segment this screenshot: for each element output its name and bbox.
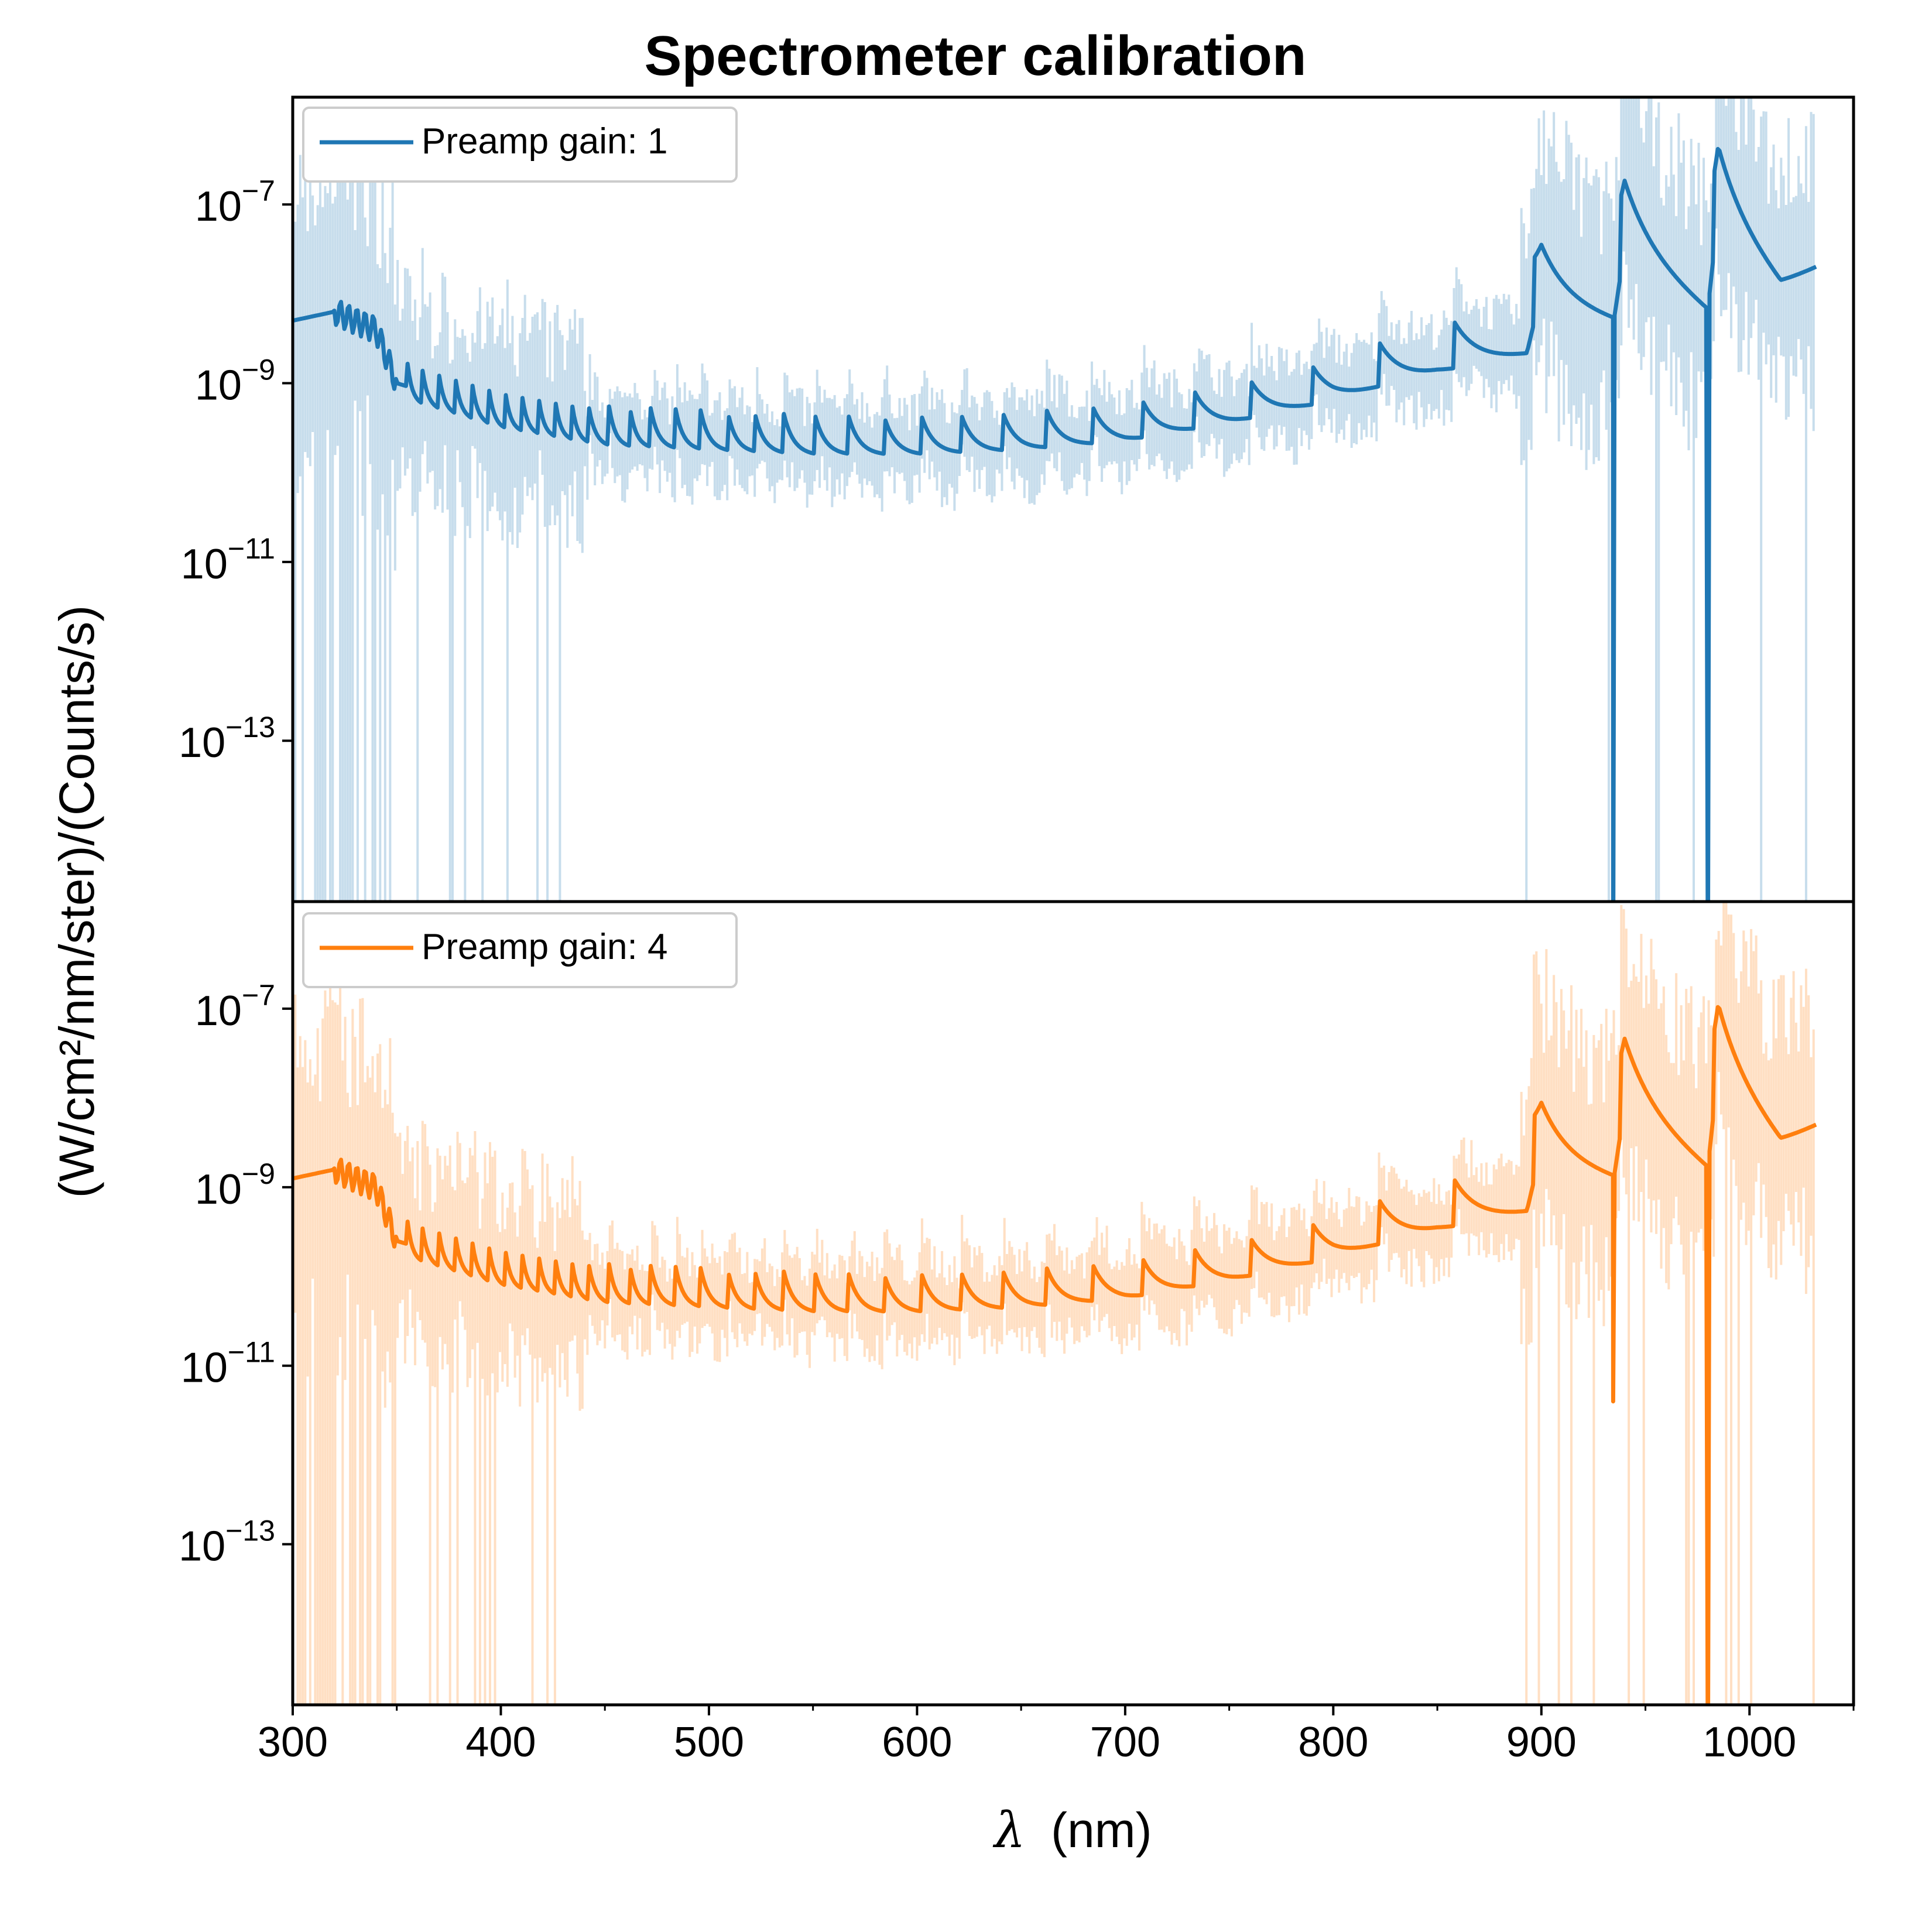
y-tick-label: 10−9 xyxy=(195,354,275,409)
y-tick-label: 10−13 xyxy=(179,1515,275,1570)
x-axis-ticks: 300 400 500 600 700 800 900 1000 xyxy=(258,1705,1855,1766)
uncertainty-band-gain-4 xyxy=(293,902,1815,1705)
legend-label-gain-4: Preamp gain: 4 xyxy=(422,927,667,967)
y-tick-label: 10−11 xyxy=(181,532,275,588)
y-tick-label: 10−9 xyxy=(195,1157,275,1213)
x-tick-label: 700 xyxy=(1090,1719,1160,1766)
x-axis-label: λ (nm) xyxy=(992,1801,1152,1859)
legend-bottom: Preamp gain: 4 xyxy=(302,912,738,988)
x-tick-label: 600 xyxy=(882,1719,952,1766)
uncertainty-band-gain-1 xyxy=(293,97,1815,902)
panel-top-plot xyxy=(293,97,1817,902)
legend-top: Preamp gain: 1 xyxy=(302,107,738,183)
x-tick-label: 500 xyxy=(674,1719,744,1766)
x-tick-label: 800 xyxy=(1298,1719,1368,1766)
y-axis-label: (W/cm²/nm/ster)/(Counts/s) xyxy=(49,605,104,1198)
y-tick-label: 10−7 xyxy=(195,174,275,230)
y-tick-label: 10−7 xyxy=(195,979,275,1034)
x-tick-label: 900 xyxy=(1506,1719,1577,1766)
series-line-gain-1 xyxy=(293,147,1817,902)
y-tick-label: 10−13 xyxy=(179,711,275,766)
series-line-gain-4 xyxy=(293,1005,1817,1705)
x-tick-label: 1000 xyxy=(1703,1719,1796,1766)
legend-label-gain-1: Preamp gain: 1 xyxy=(422,121,667,162)
y-axis-ticks-bottom: 10−7 10−9 10−11 10−13 xyxy=(179,979,293,1570)
x-axis-symbol: λ xyxy=(992,1801,1025,1859)
panel-bottom-plot xyxy=(293,902,1817,1705)
x-tick-label: 400 xyxy=(465,1719,536,1766)
x-tick-label: 300 xyxy=(258,1719,328,1766)
x-axis-unit: (nm) xyxy=(1051,1803,1152,1858)
y-tick-label: 10−11 xyxy=(181,1336,275,1392)
chart-title: Spectrometer calibration xyxy=(645,25,1307,87)
y-axis-ticks-top: 10−7 10−9 10−11 10−13 xyxy=(179,174,293,766)
panel-bottom-frame xyxy=(291,900,1855,1707)
